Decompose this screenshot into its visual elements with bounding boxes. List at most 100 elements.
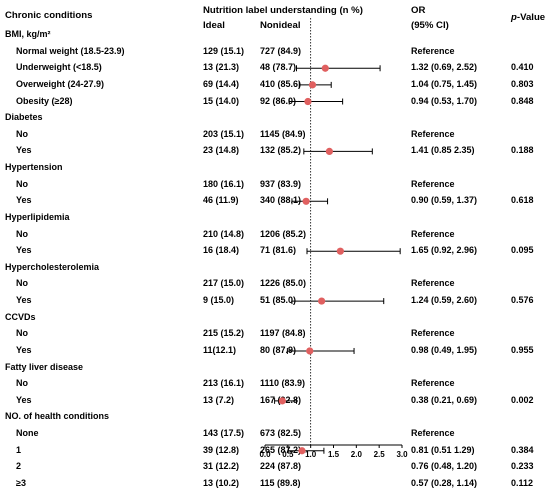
header-ideal: Ideal [203, 20, 225, 31]
row-label: Yes [16, 344, 32, 355]
x-tick-label: 1.0 [305, 450, 317, 459]
row-nonideal: 1110 (83.9) [260, 378, 306, 389]
row-or-ci: 1.32 (0.69, 2.52) [411, 62, 478, 73]
row-ideal: 31 (12.2) [203, 461, 240, 472]
row-label: ≥3 [16, 478, 26, 488]
group-heading: Fatty liver disease [5, 361, 84, 372]
row-ideal: 180 (16.1) [203, 178, 245, 189]
row-nonideal: 132 (85.2) [260, 145, 302, 156]
row-label: No [16, 328, 28, 339]
group-heading: Hyperlipidemia [5, 211, 70, 222]
row-ideal: 16 (18.4) [203, 245, 240, 256]
row-label: Normal weight (18.5-23.9) [16, 45, 125, 56]
row-label: Obesity (≥28) [16, 95, 73, 106]
header-p-letter: p [511, 12, 517, 23]
row-label: No [16, 228, 28, 239]
group-heading: NO. of health conditions [5, 411, 109, 422]
or-point [325, 147, 333, 156]
row-p-value: 0.095 [511, 245, 534, 256]
row-ideal: 15 (14.0) [203, 95, 240, 106]
x-tick-label: 3.0 [396, 450, 408, 459]
row-or-ci: 1.41 (0.85 2.35) [411, 145, 475, 156]
x-tick-label: 1.5 [328, 450, 340, 459]
row-label: Yes [16, 394, 32, 405]
x-tick-label: 2.0 [351, 450, 363, 459]
row-ideal: 215 (15.2) [203, 328, 245, 339]
row-label: No [16, 278, 28, 289]
row-nonideal: 727 (84.9) [260, 45, 302, 56]
row-label: None [16, 428, 39, 439]
row-p-value: 0.002 [511, 394, 534, 405]
row-nonideal: 71 (81.6) [260, 245, 297, 256]
row-nonideal: 48 (78.7) [260, 62, 297, 73]
row-or-ci: Reference [411, 128, 455, 139]
header-conditions: Chronic conditions [5, 10, 93, 21]
x-tick-label: 2.5 [374, 450, 386, 459]
row-label: Yes [16, 145, 32, 156]
row-or-ci: Reference [411, 228, 455, 239]
header-ci: (95% CI) [411, 20, 449, 31]
row-nonideal: 80 (87.9) [260, 344, 297, 355]
row-or-ci: Reference [411, 428, 455, 439]
or-point [308, 81, 317, 89]
row-nonideal: 51 (85.0) [260, 295, 297, 306]
header-p-suffix: -Value [516, 12, 546, 23]
row-ideal: 11(12.1) [203, 344, 237, 355]
row-or-ci: 1.65 (0.92, 2.96) [411, 245, 478, 256]
row-nonideal: 265 (87.2) [260, 444, 302, 455]
row-p-value: 0.112 [511, 478, 534, 488]
row-nonideal: 937 (83.9) [260, 178, 302, 189]
row-nonideal: 1226 (85.0) [260, 278, 307, 289]
row-ideal: 46 (11.9) [203, 195, 239, 206]
row-or-ci: 0.94 (0.53, 1.70) [411, 95, 478, 106]
header-pvalue: p-Value [511, 12, 545, 23]
row-p-value: 0.576 [511, 295, 534, 306]
row-p-value: 0.955 [511, 344, 534, 355]
row-label: Yes [16, 195, 32, 206]
row-nonideal: 1145 (84.9) [260, 128, 306, 139]
row-ideal: 217 (15.0) [203, 278, 245, 289]
row-or-ci: Reference [411, 45, 455, 56]
group-heading: CCVDs [5, 311, 36, 322]
row-or-ci: 1.24 (0.59, 2.60) [411, 295, 478, 306]
or-point [302, 197, 310, 205]
row-label: No [16, 178, 28, 189]
row-nonideal: 410 (85.6) [260, 78, 302, 89]
row-p-value: 0.410 [511, 62, 534, 73]
group-heading: Hypertension [5, 162, 63, 173]
or-point [304, 97, 312, 106]
row-ideal: 9 (15.0) [203, 295, 235, 306]
row-label: Overweight (24-27.9) [16, 78, 105, 89]
row-ideal: 13 (21.3) [203, 62, 240, 73]
header-nonideal: Nonideal [260, 20, 301, 31]
row-or-ci: Reference [411, 328, 455, 339]
row-or-ci: 0.98 (0.49, 1.95) [411, 344, 478, 355]
row-ideal: 13 (10.2) [203, 478, 240, 488]
row-ideal: 210 (14.8) [203, 228, 245, 239]
row-ideal: 203 (15.1) [203, 128, 245, 139]
row-ideal: 213 (16.1) [203, 378, 245, 389]
row-or-ci: 0.90 (0.59, 1.37) [411, 195, 478, 206]
row-nonideal: 115 (89.8) [260, 478, 301, 488]
row-p-value: 0.848 [511, 95, 534, 106]
row-or-ci: 0.76 (0.48, 1.20) [411, 461, 478, 472]
row-nonideal: 224 (87.8) [260, 461, 302, 472]
row-or-ci: Reference [411, 278, 455, 289]
row-nonideal: 340 (88.1) [260, 195, 302, 206]
forest-plot-svg: 0.0 0.5 1.0 1.5 2.0 2.5 3.0 [259, 18, 408, 459]
row-p-value: 0.233 [511, 461, 534, 472]
row-ideal: 129 (15.1) [203, 45, 245, 56]
row-ideal: 13 (7.2) [203, 394, 235, 405]
row-label: Yes [16, 245, 32, 256]
row-or-ci: 0.81 (0.51 1.29) [411, 444, 475, 455]
row-or-ci: 1.04 (0.75, 1.45) [411, 78, 478, 89]
or-point [298, 447, 306, 455]
row-p-value: 0.618 [511, 195, 534, 206]
row-nonideal: 92 (86.0) [260, 95, 297, 106]
row-label: Underweight (<18.5) [16, 62, 102, 73]
or-point [321, 64, 329, 72]
header-nutrition: Nutrition label understanding (n %) [203, 5, 363, 16]
group-heading: Diabetes [5, 112, 43, 123]
row-p-value: 0.188 [511, 145, 534, 156]
row-label: No [16, 128, 28, 139]
